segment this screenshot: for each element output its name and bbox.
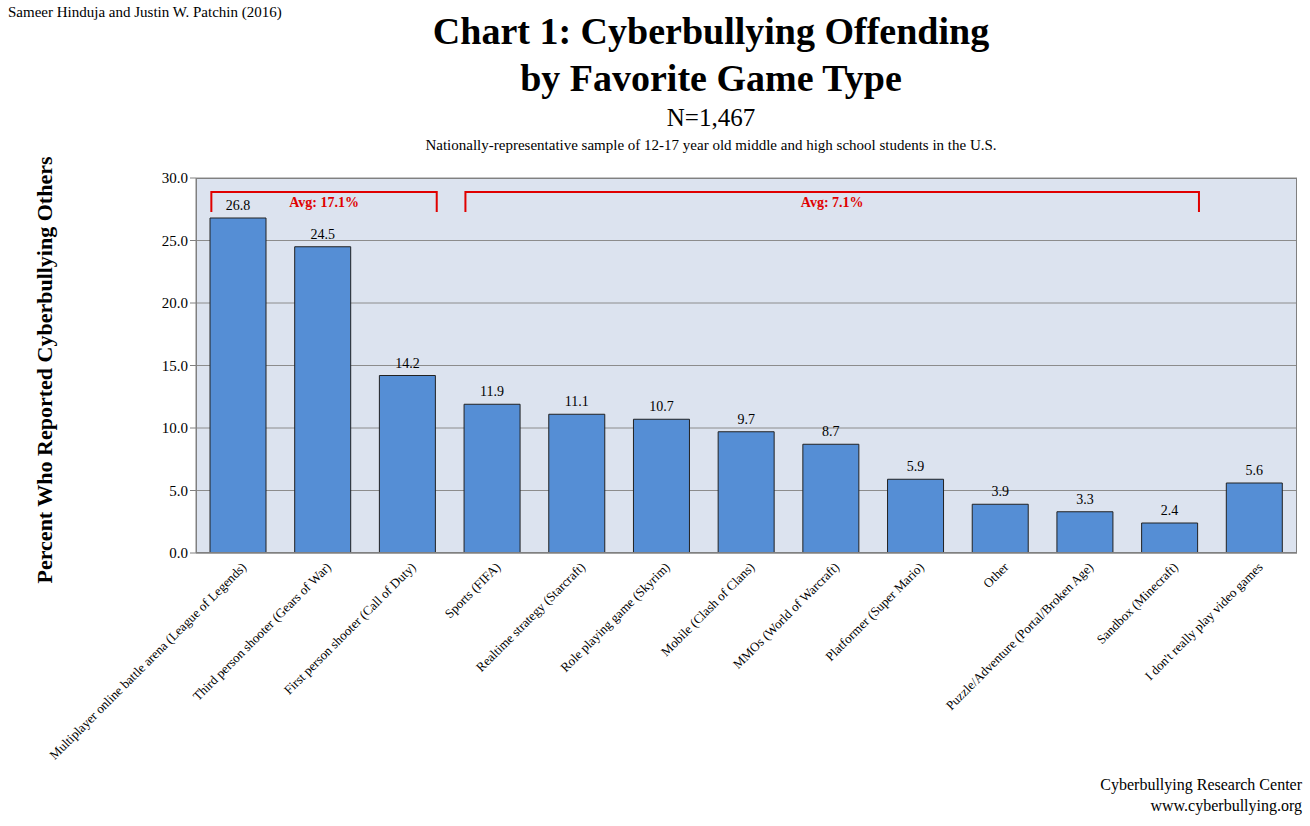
svg-text:Avg: 7.1%: Avg: 7.1% [801, 195, 864, 210]
svg-text:Third person shooter (Gears of: Third person shooter (Gears of War) [190, 559, 334, 703]
html-text:www.cyberbullying.org: www.cyberbullying.org [1150, 797, 1302, 814]
svg-text:15.0: 15.0 [162, 358, 188, 374]
svg-text:10.7: 10.7 [649, 399, 674, 414]
svg-text:5.6: 5.6 [1246, 463, 1264, 478]
svg-text:2.4: 2.4 [1161, 503, 1179, 518]
svg-text:8.7: 8.7 [822, 424, 840, 439]
html-text:Cyberbullying Research Center: Cyberbullying Research Center [1100, 776, 1302, 793]
svg-text:25.0: 25.0 [162, 233, 188, 249]
html-text:Sameer Hinduja and Justin W. P: Sameer Hinduja and Justin W. Patchin (20… [8, 4, 282, 20]
html-text:Nationally-representative samp: Nationally-representative sample of 12-1… [425, 137, 997, 153]
svg-text:Role playing game (Skyrim): Role playing game (Skyrim) [557, 559, 673, 675]
svg-text:24.5: 24.5 [310, 227, 335, 242]
html-text:Percent Who Reported Cyberbull: Percent Who Reported Cyberbullying Other… [32, 156, 57, 584]
svg-text:5.0: 5.0 [169, 483, 188, 499]
svg-text:Avg: 17.1%: Avg: 17.1% [289, 195, 359, 210]
svg-text:20.0: 20.0 [162, 295, 188, 311]
svg-text:26.8: 26.8 [226, 198, 251, 213]
svg-text:I don't really play video game: I don't really play video games [1142, 559, 1266, 683]
svg-text:MMOs (World of Warcraft): MMOs (World of Warcraft) [729, 559, 843, 672]
svg-text:3.3: 3.3 [1076, 492, 1094, 507]
svg-text:30.0: 30.0 [162, 170, 188, 186]
html-text:N=1,467: N=1,467 [666, 104, 756, 131]
svg-text:11.9: 11.9 [480, 384, 504, 399]
svg-text:Platformer (Super Mario): Platformer (Super Mario) [822, 559, 927, 664]
svg-text:Realtime strategy (Starcraft): Realtime strategy (Starcraft) [472, 559, 589, 675]
svg-text:11.1: 11.1 [565, 394, 589, 409]
svg-text:Sports (FIFA): Sports (FIFA) [442, 559, 504, 621]
svg-text:9.7: 9.7 [737, 412, 755, 427]
svg-text:Mobile (Clash of Clans): Mobile (Clash of Clans) [658, 559, 758, 659]
svg-text:Sandbox (Minecraft): Sandbox (Minecraft) [1093, 559, 1180, 646]
svg-text:Other: Other [980, 559, 1012, 591]
html-text:Chart 1: Cyberbullying Offendi: Chart 1: Cyberbullying Offending by Favo… [432, 10, 990, 99]
svg-text:Multiplayer online battle aren: Multiplayer online battle arena (League … [46, 559, 249, 762]
svg-text:14.2: 14.2 [395, 356, 420, 371]
svg-text:First person shooter (Call of: First person shooter (Call of Duty) [281, 559, 419, 697]
svg-text:Puzzle/Adventure (Portal/Broke: Puzzle/Adventure (Portal/Broken Age) [943, 559, 1097, 713]
svg-text:10.0: 10.0 [162, 420, 188, 436]
svg-text:0.0: 0.0 [169, 545, 188, 561]
svg-text:3.9: 3.9 [991, 484, 1009, 499]
svg-text:5.9: 5.9 [907, 459, 925, 474]
